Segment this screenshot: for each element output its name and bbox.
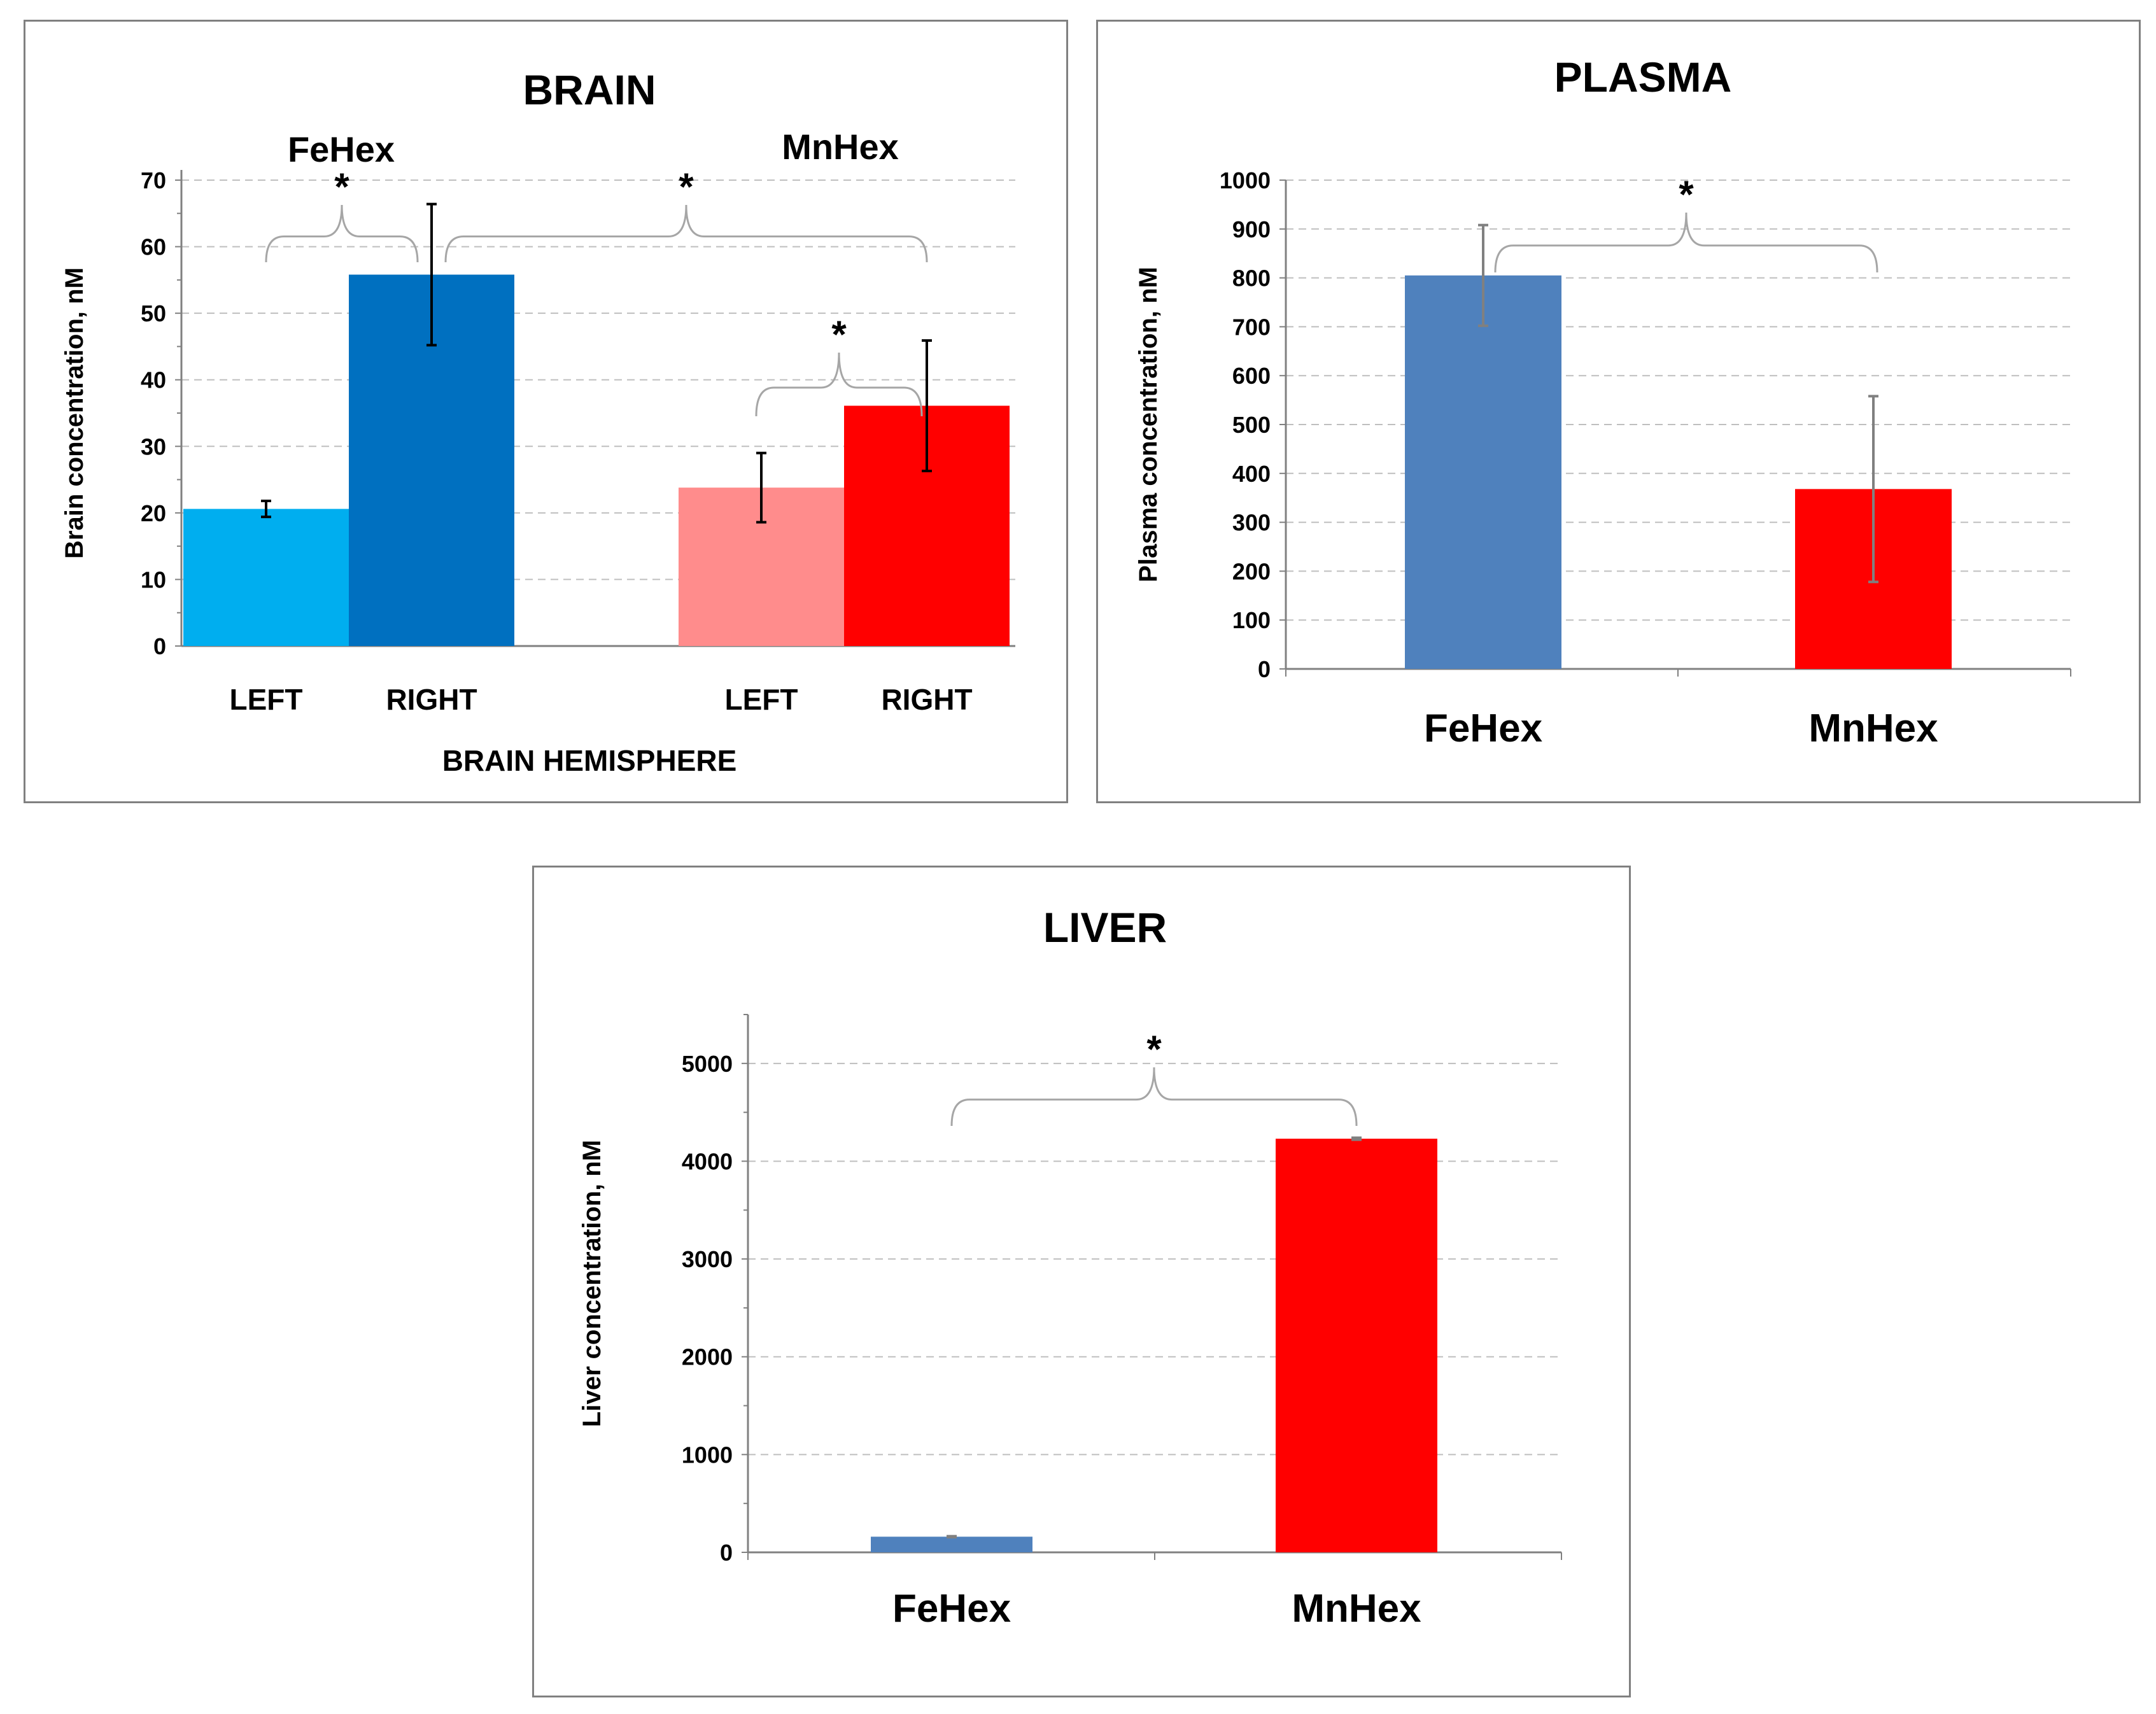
- brain-chart: BRAIN 0 10 20 30 40 50 60 70 Brain concentration,…: [60, 66, 1015, 777]
- brain-bar-left-0: [183, 509, 349, 646]
- plasma-y-tick-label: 700: [1232, 314, 1271, 340]
- brain-y-tick-label: 70: [141, 167, 166, 193]
- brain-y-tick-label: 30: [141, 433, 166, 460]
- liver-x-tick-label-0: FeHex: [892, 1587, 1011, 1631]
- plasma-significance-star-0: *: [1679, 173, 1694, 216]
- brain-y-tick-label: 40: [141, 367, 166, 393]
- brain-y-tick-label: 50: [141, 300, 166, 327]
- liver-y-tick-label: 2000: [682, 1344, 733, 1370]
- plasma-y-tick-label: 1000: [1220, 167, 1271, 193]
- liver-y-tick-label: 1000: [682, 1442, 733, 1468]
- plasma-y-tick-label: 400: [1232, 461, 1271, 487]
- plasma-y-tick-label: 300: [1232, 510, 1271, 536]
- liver-y-tick-label: 4000: [682, 1148, 733, 1174]
- liver-bar-mnhex-1: [1276, 1139, 1437, 1552]
- plasma-significance-bracket-0: [1494, 212, 1878, 273]
- brain-x-tick-label-2: LEFT: [725, 683, 798, 716]
- liver-significance-star-0: *: [1146, 1028, 1162, 1071]
- liver-chart: LIVER 0 1000 2000 3000 4000 5000 Liver concentr…: [578, 904, 1562, 1631]
- liver-y-tick-label: 3000: [682, 1246, 733, 1272]
- brain-significance-star-0: *: [334, 165, 349, 208]
- liver-y-tick-label: 5000: [682, 1051, 733, 1077]
- liver-significance-bracket-0: [950, 1067, 1358, 1127]
- plasma-y-tick-label: 900: [1232, 216, 1271, 242]
- plasma-chart-title: PLASMA: [1554, 53, 1732, 101]
- plasma-bar-fehex-0: [1405, 275, 1561, 669]
- brain-significance-bracket-0: [265, 204, 419, 263]
- plasma-x-tick-label-1: MnHex: [1808, 706, 1938, 750]
- brain-x-axis-label: BRAIN HEMISPHERE: [442, 744, 737, 777]
- plasma-chart: PLASMA 0 100 200 300 400 500 600 700 800 900 1000 Pl…: [1134, 53, 2071, 750]
- brain-y-tick-label: 20: [141, 500, 166, 526]
- plasma-y-axis-label: Plasma concentration, nM: [1134, 267, 1162, 582]
- plasma-x-tick-label-0: FeHex: [1424, 706, 1543, 750]
- liver-y-tick-label: 0: [720, 1540, 733, 1566]
- brain-significance-bracket-2: [755, 352, 923, 417]
- brain-y-tick-label: 60: [141, 234, 166, 260]
- brain-y-tick-label: 10: [141, 566, 166, 593]
- liver-chart-panel: LIVER 0 1000 2000 3000 4000 5000 Liver concentr…: [532, 866, 1631, 1697]
- brain-x-tick-label-3: RIGHT: [881, 683, 972, 716]
- plasma-y-tick-label: 600: [1232, 363, 1271, 389]
- plasma-y-tick-label: 200: [1232, 558, 1271, 584]
- brain-x-tick-label-0: LEFT: [230, 683, 303, 716]
- brain-significance-star-1: *: [679, 165, 694, 208]
- brain-x-tick-label-1: RIGHT: [386, 683, 477, 716]
- brain-significance-bracket-1: [444, 204, 928, 263]
- plasma-y-tick-label: 800: [1232, 265, 1271, 292]
- plasma-chart-panel: PLASMA 0 100 200 300 400 500 600 700 800 900 1000 Pl…: [1096, 20, 2141, 803]
- brain-y-axis-label: Brain concentration, nM: [60, 267, 88, 559]
- brain-y-tick-label: 0: [153, 633, 166, 659]
- liver-y-axis-label: Liver concentration, nM: [578, 1140, 606, 1427]
- brain-group-label-mnhex: MnHex: [782, 127, 899, 167]
- plasma-y-tick-label: 500: [1232, 412, 1271, 438]
- liver-bar-fehex-0: [871, 1536, 1032, 1552]
- brain-group-label-fehex: FeHex: [288, 129, 395, 169]
- brain-chart-title: BRAIN: [523, 66, 656, 113]
- plasma-y-tick-label: 0: [1258, 656, 1271, 682]
- liver-x-tick-label-1: MnHex: [1292, 1587, 1421, 1631]
- brain-chart-panel: BRAIN 0 10 20 30 40 50 60 70 Brain concentration,…: [24, 20, 1068, 803]
- plasma-y-tick-label: 100: [1232, 607, 1271, 633]
- brain-significance-star-2: *: [831, 313, 847, 356]
- liver-chart-title: LIVER: [1043, 904, 1167, 951]
